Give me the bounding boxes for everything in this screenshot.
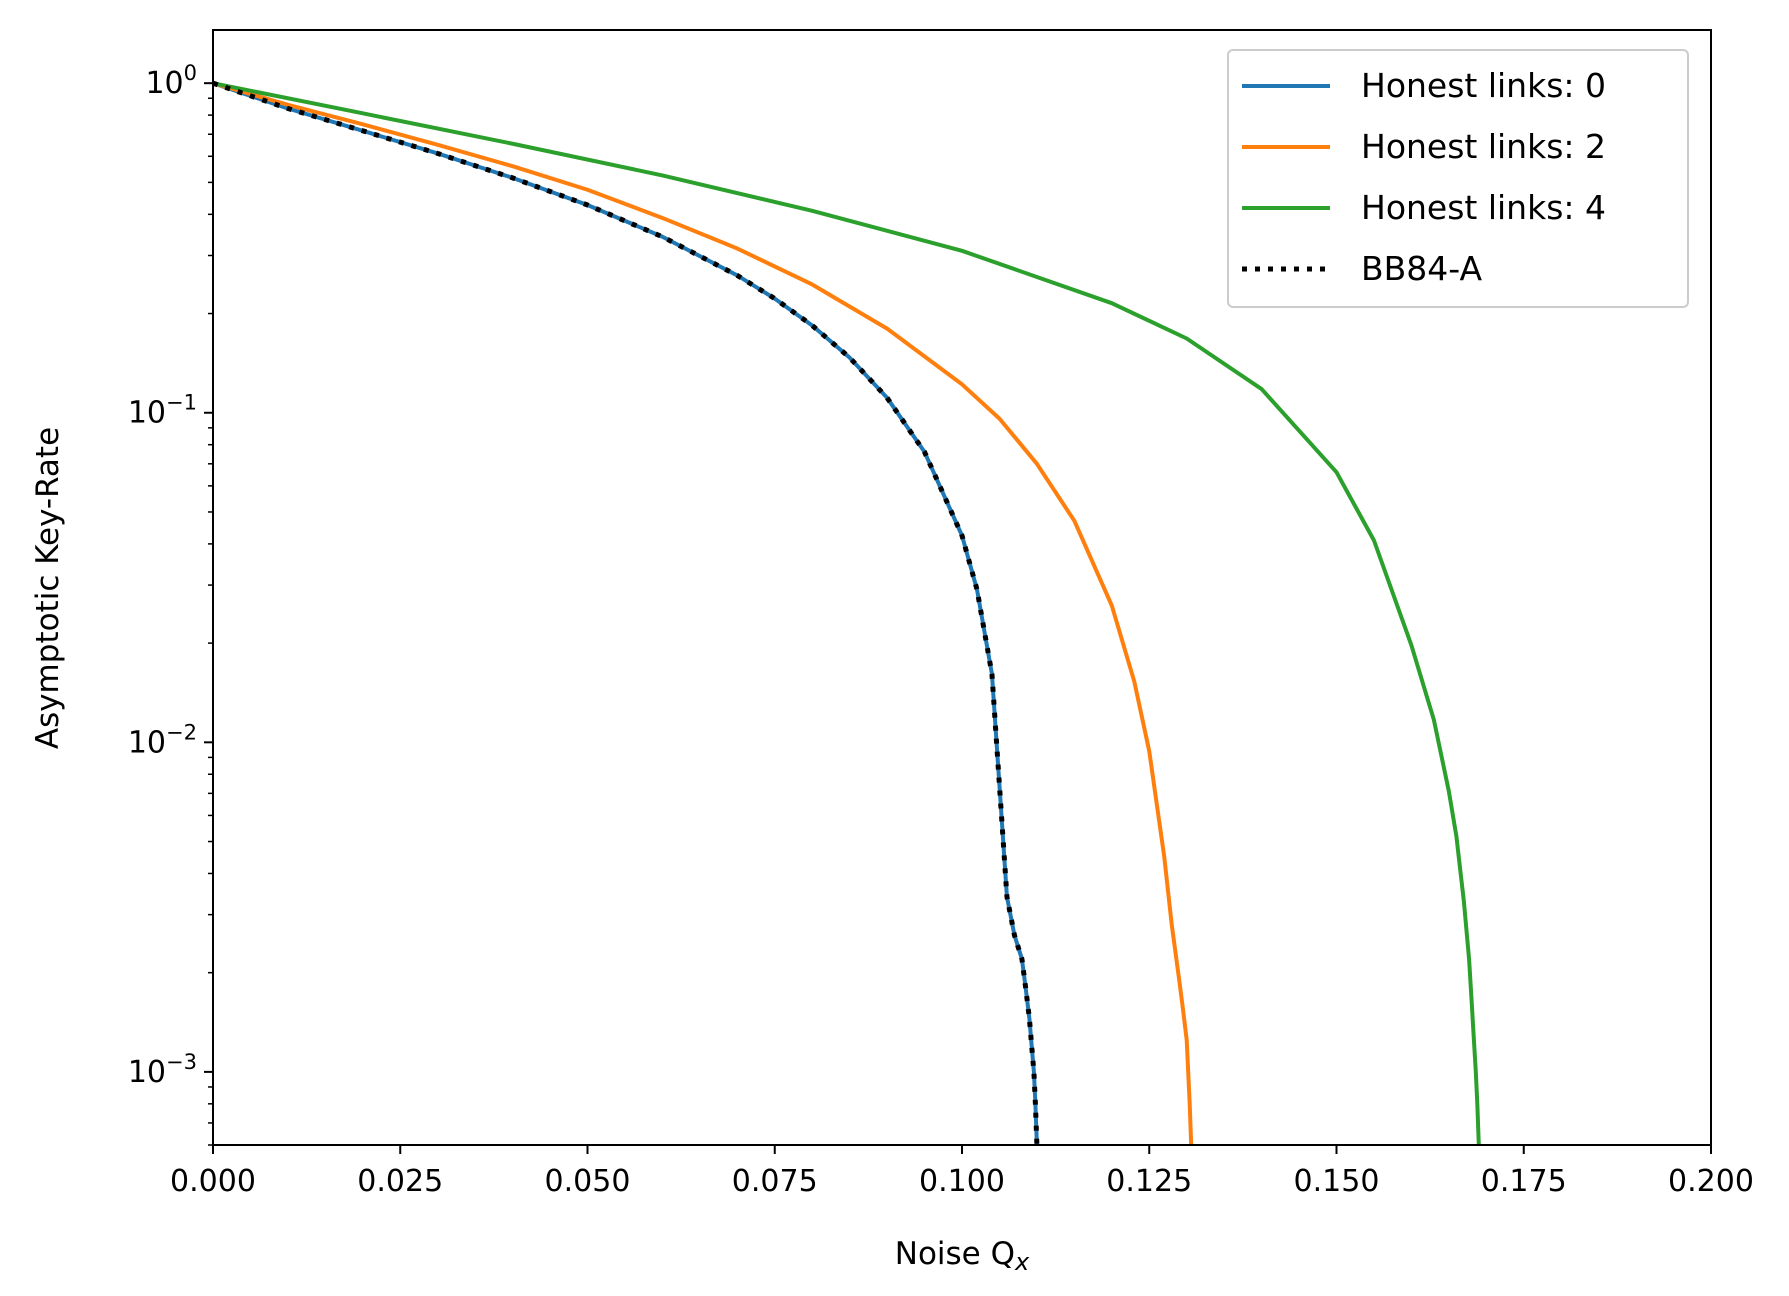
x-tick-label: 0.125 [1106, 1164, 1192, 1199]
x-tick-label: 0.075 [732, 1164, 818, 1199]
series-line-4 [213, 80, 1040, 1145]
legend-label-4: BB84-A [1361, 249, 1482, 288]
x-tick-label: 0.050 [545, 1164, 631, 1199]
y-tick-label: 10−2 [128, 720, 197, 760]
x-axis: 0.000 0.025 0.050 0.075 0.100 0.125 0.150 0.175… [170, 1145, 1754, 1199]
series-line-3 [213, 81, 1481, 1145]
y-axis-label: Asymptotic Key-Rate [30, 427, 66, 749]
legend-label-3: Honest links: 4 [1361, 188, 1606, 227]
x-tick-label: 0.000 [170, 1164, 256, 1199]
series-layer [213, 80, 1481, 1145]
x-axis-label: Noise Qx [895, 1236, 1030, 1276]
x-tick-label: 0.175 [1481, 1164, 1567, 1199]
series-line-2 [213, 81, 1194, 1145]
y-tick-label: 10−3 [128, 1050, 197, 1090]
x-tick-label: 0.025 [357, 1164, 443, 1199]
y-tick-label: 100 [145, 61, 197, 101]
legend-label-2: Honest links: 2 [1361, 127, 1606, 166]
x-tick-label: 0.100 [919, 1164, 1005, 1199]
legend-frame [1227, 49, 1689, 308]
legend: Honest links: 0 Honest links: 2 Honest lin… [1227, 49, 1689, 308]
legend-label-1: Honest links: 0 [1361, 66, 1606, 105]
x-tick-label: 0.200 [1668, 1164, 1754, 1199]
x-tick-label: 0.150 [1294, 1164, 1380, 1199]
y-tick-label: 10−1 [128, 391, 197, 431]
y-axis: 100 10−1 10−2 10−3 [128, 61, 213, 1146]
